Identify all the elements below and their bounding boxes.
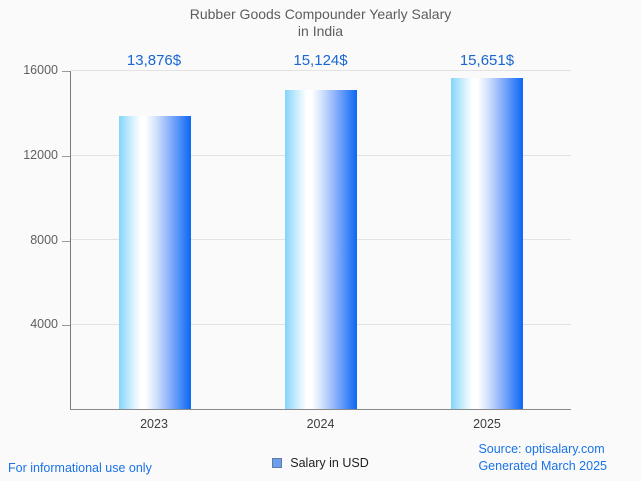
x-axis-labels: 2023 2024 2025 (70, 417, 571, 435)
bar-2023 (118, 115, 191, 409)
y-tick-16000 (62, 71, 70, 72)
footer-source-line1: Source: optisalary.com (478, 442, 605, 456)
x-axis-label-2023: 2023 (140, 417, 168, 431)
y-tick-label: 12000 (23, 147, 58, 162)
y-tick-label: 16000 (23, 63, 58, 77)
chart-title-line2: in India (297, 23, 344, 39)
x-axis-label-2024: 2024 (306, 417, 335, 431)
bar-2025 (451, 78, 524, 409)
bar-value-labels: 13,876$ 15,124$ 15,651$ (70, 52, 571, 70)
footer-disclaimer: For informational use only (8, 461, 152, 475)
footer-source: Source: optisalary.com Generated March 2… (478, 441, 607, 475)
chart-title: Rubber Goods Compounder Yearly Salary in… (70, 6, 571, 40)
legend-marker-icon (272, 458, 283, 468)
gridline-16000 (71, 70, 571, 71)
chart-title-line1: Rubber Goods Compounder Yearly Salary (189, 6, 452, 22)
y-tick-12000 (62, 155, 70, 157)
y-tick-label: 4000 (30, 317, 58, 332)
plot-area (70, 70, 571, 410)
bar-value-label: 15,124$ (293, 52, 348, 69)
bar-value-label: 15,651$ (459, 52, 515, 69)
bar-2024 (285, 89, 357, 409)
y-tick-8000 (62, 240, 70, 242)
x-axis-label-2025: 2025 (473, 417, 501, 431)
legend-label: Salary in USD (290, 456, 369, 470)
y-tick-4000 (62, 325, 70, 327)
footer-source-line2: Generated March 2025 (478, 459, 607, 473)
legend: Salary in USD (70, 456, 571, 470)
bar-value-label: 13,876$ (126, 52, 182, 69)
y-tick-label: 8000 (30, 232, 58, 247)
